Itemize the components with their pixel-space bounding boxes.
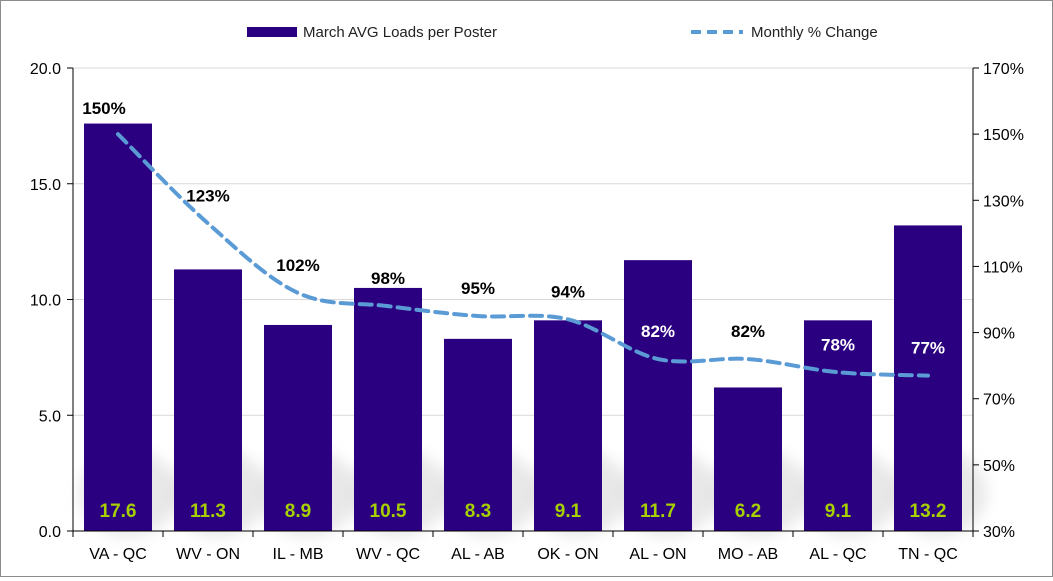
legend: March AVG Loads per Poster Monthly % Cha… bbox=[247, 24, 878, 41]
percent-change-label: 94% bbox=[551, 282, 585, 301]
right-axis-tick-label: 70% bbox=[983, 392, 1015, 409]
bar bbox=[174, 269, 242, 531]
bar-value-label: 11.3 bbox=[190, 501, 226, 522]
x-axis-tick-label: VA - QC bbox=[89, 546, 147, 563]
percent-change-label: 82% bbox=[641, 322, 675, 341]
bar-value-label: 9.1 bbox=[825, 501, 852, 522]
left-axis-tick-label: 10.0 bbox=[30, 293, 61, 310]
x-axis-tick-label: AL - ON bbox=[629, 546, 686, 563]
right-axis-tick-label: 170% bbox=[983, 61, 1024, 78]
percent-change-label: 82% bbox=[731, 322, 765, 341]
bar-value-label: 10.5 bbox=[370, 501, 407, 522]
bar bbox=[714, 387, 782, 531]
right-axis-tick-label: 30% bbox=[983, 524, 1015, 541]
percent-change-line bbox=[116, 132, 930, 378]
bar bbox=[534, 320, 602, 531]
bar-value-label: 11.7 bbox=[640, 501, 676, 522]
bar-value-label: 6.2 bbox=[735, 501, 761, 522]
left-axis-tick-label: 0.0 bbox=[39, 524, 61, 541]
bar-value-label: 8.3 bbox=[465, 501, 491, 522]
bar bbox=[84, 123, 152, 531]
right-axis-tick-label: 50% bbox=[983, 458, 1015, 475]
x-axis-tick-label: OK - ON bbox=[537, 546, 598, 563]
percent-change-label: 98% bbox=[371, 269, 405, 288]
right-axis-tick-label: 90% bbox=[983, 326, 1015, 343]
x-axis-tick-label: WV - QC bbox=[356, 546, 420, 563]
bar bbox=[804, 320, 872, 531]
x-axis-tick-label: AL - AB bbox=[451, 546, 505, 563]
percent-change-label: 102% bbox=[276, 256, 319, 275]
x-axis-tick-label: AL - QC bbox=[809, 546, 866, 563]
axes: 0.0 5.0 10.0 15.0 20.0 30% 50% 70% 90% 110% 130% 15… bbox=[30, 61, 1024, 563]
percent-change-label: 78% bbox=[821, 335, 855, 354]
left-axis-tick-label: 20.0 bbox=[30, 61, 61, 78]
bar-value-label: 13.2 bbox=[910, 501, 947, 522]
right-axis-tick-label: 110% bbox=[983, 259, 1023, 276]
line-series bbox=[116, 132, 930, 378]
left-axis-tick-label: 5.0 bbox=[39, 408, 61, 425]
left-axis-tick-label: 15.0 bbox=[30, 177, 61, 194]
percent-change-label: 150% bbox=[82, 99, 125, 118]
percent-change-label: 123% bbox=[186, 186, 229, 205]
x-axis-tick-label: TN - QC bbox=[898, 546, 958, 563]
x-axis-tick-label: MO - AB bbox=[718, 546, 778, 563]
bars-series bbox=[84, 123, 962, 532]
bar bbox=[444, 338, 512, 531]
bar bbox=[264, 324, 332, 531]
bar bbox=[354, 287, 422, 531]
bar-value-label: 9.1 bbox=[555, 501, 582, 522]
data-labels: 17.6 11.3 8.9 10.5 8.3 9.1 11.7 6.2 9.1 13.2 150% 1… bbox=[82, 99, 946, 522]
bar-value-label: 8.9 bbox=[285, 501, 311, 522]
legend-label-line: Monthly % Change bbox=[751, 24, 878, 41]
bar-value-label: 17.6 bbox=[100, 501, 137, 522]
x-axis-tick-label: IL - MB bbox=[273, 546, 324, 563]
legend-swatch-bars bbox=[247, 27, 297, 37]
right-axis-tick-label: 130% bbox=[983, 193, 1024, 210]
right-axis-tick-label: 150% bbox=[983, 127, 1024, 144]
x-axis-tick-label: WV - ON bbox=[176, 546, 240, 563]
bar bbox=[894, 225, 962, 532]
percent-change-label: 77% bbox=[911, 339, 945, 358]
bar bbox=[624, 260, 692, 531]
percent-change-label: 95% bbox=[461, 279, 495, 298]
legend-label-bars: March AVG Loads per Poster bbox=[303, 24, 497, 41]
